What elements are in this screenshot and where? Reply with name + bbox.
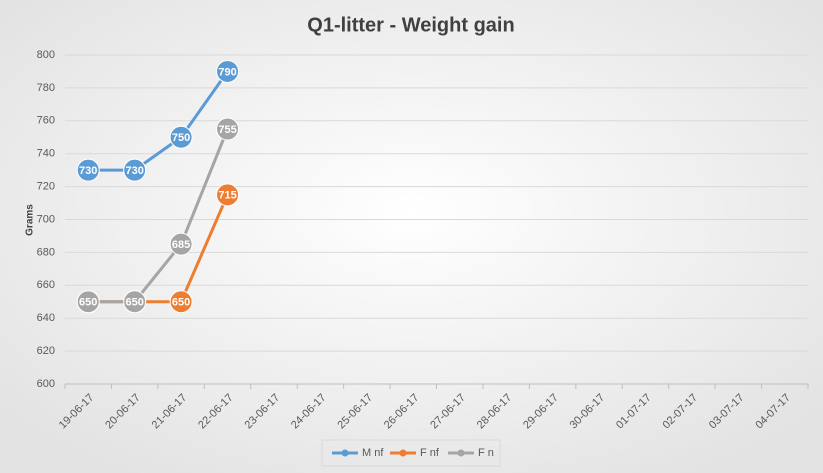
y-tick-label: 800 xyxy=(37,49,55,61)
y-tick-label: 660 xyxy=(37,279,55,291)
marker xyxy=(216,117,240,141)
data-label: 685 xyxy=(172,239,190,251)
legend-marker xyxy=(341,449,349,457)
y-axis-label: Grams xyxy=(25,204,36,236)
data-label: 730 xyxy=(79,165,97,177)
marker xyxy=(216,59,240,83)
data-label: 730 xyxy=(125,165,143,177)
marker xyxy=(169,125,193,149)
data-label: 650 xyxy=(172,297,190,309)
chart-title: Q1-litter - Weight gain xyxy=(307,14,514,36)
y-tick-label: 760 xyxy=(37,115,55,127)
marker xyxy=(123,158,147,182)
marker xyxy=(216,183,240,207)
legend-label: M nf xyxy=(362,447,384,459)
data-label: 790 xyxy=(218,66,236,78)
y-tick-label: 600 xyxy=(37,378,55,390)
data-label: 650 xyxy=(125,297,143,309)
marker xyxy=(169,232,193,256)
y-tick-label: 620 xyxy=(37,345,55,357)
data-label: 750 xyxy=(172,132,190,144)
series-line xyxy=(88,70,229,172)
legend-box xyxy=(321,439,501,467)
marker xyxy=(123,290,147,314)
data-label: 650 xyxy=(79,297,97,309)
y-tick-label: 640 xyxy=(37,312,55,324)
data-label: 715 xyxy=(218,190,236,202)
legend-label: F n xyxy=(478,447,494,459)
y-tick-label: 740 xyxy=(37,148,55,160)
y-tick-label: 720 xyxy=(37,181,55,193)
data-label: 755 xyxy=(218,124,236,136)
legend-marker xyxy=(399,449,407,457)
series-line xyxy=(88,128,229,304)
marker xyxy=(76,158,100,182)
legend-label: F nf xyxy=(420,447,440,459)
marker xyxy=(76,290,100,314)
legend-marker xyxy=(457,449,465,457)
marker xyxy=(169,290,193,314)
y-tick-label: 700 xyxy=(37,213,55,225)
y-tick-label: 780 xyxy=(37,82,55,94)
y-tick-label: 680 xyxy=(37,246,55,258)
